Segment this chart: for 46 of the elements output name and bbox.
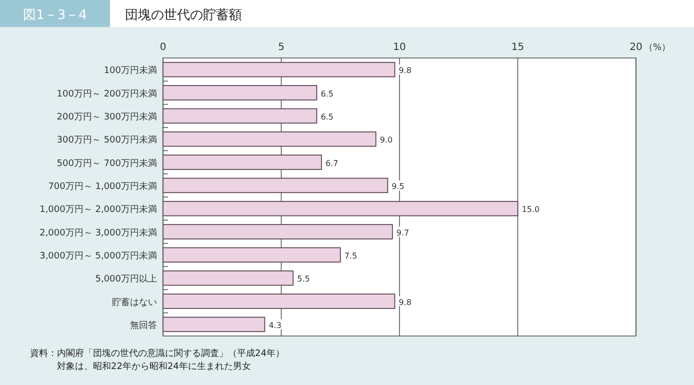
bar: [162, 247, 341, 263]
data-label: 6.5: [320, 89, 334, 98]
y-tick-label: 100万円未満: [104, 65, 157, 76]
data-label: 4.3: [268, 320, 282, 330]
data-label: 6.7: [325, 158, 338, 168]
data-label: 9.0: [380, 136, 393, 145]
x-tick-label: 0: [160, 42, 166, 53]
x-tick-label: 15: [511, 42, 524, 53]
data-label: 9.8: [398, 66, 412, 76]
bar: [162, 316, 266, 332]
data-label: 7.5: [344, 251, 358, 260]
y-tick-label: 5,000万円以上: [95, 274, 157, 285]
y-tick-label: 700万円～ 1,000万円未満: [48, 180, 157, 192]
bar: [162, 224, 393, 240]
data-label: 6.5: [320, 112, 334, 122]
y-tick-label: 500万円～ 700万円未満: [56, 158, 157, 169]
bar: [162, 85, 318, 100]
x-tick-label: 20: [630, 42, 642, 53]
y-tick-label: 3,000万円～ 5,000万円未満: [40, 250, 157, 262]
y-tick-label: 無回答: [130, 320, 157, 331]
x-tick-label: 10: [393, 42, 406, 53]
y-tick-label: 貯蓄はない: [112, 296, 157, 308]
x-axis-title: （%）: [644, 43, 671, 53]
text: 資料：内閣府「団塊の世代の意識に関する調査」（平成24年）: [30, 348, 284, 359]
bar: [162, 154, 322, 170]
bar: [162, 200, 518, 216]
text: 図1－3－4: [23, 8, 87, 23]
y-tick-label: 200万円～ 300万円未満: [56, 111, 157, 122]
x-tick-label: 5: [278, 42, 284, 53]
bar: [162, 270, 294, 286]
data-label: 9.8: [398, 298, 412, 307]
text: 対象は、昭和22年から昭和24年に生まれた男女: [57, 361, 251, 372]
y-tick-label: 2,000万円～ 3,000万円未満: [40, 227, 157, 238]
y-tick-label: 1,000万円～ 2,000万円未満: [40, 204, 157, 216]
data-label: 5.5: [297, 274, 310, 284]
y-tick-label: 300万円～ 500万円未満: [56, 134, 157, 146]
bar: [162, 178, 388, 194]
bar: [162, 62, 396, 78]
data-label: 15.0: [522, 205, 540, 214]
data-label: 9.7: [396, 228, 410, 238]
data-label: 9.5: [392, 182, 404, 191]
bar: [162, 294, 396, 309]
y-tick-label: 100万円～ 200万円未満: [56, 88, 157, 100]
bar: [162, 131, 376, 147]
chart-title: 団塊の世代の貯蓄額: [125, 8, 242, 23]
bar: [162, 108, 318, 124]
